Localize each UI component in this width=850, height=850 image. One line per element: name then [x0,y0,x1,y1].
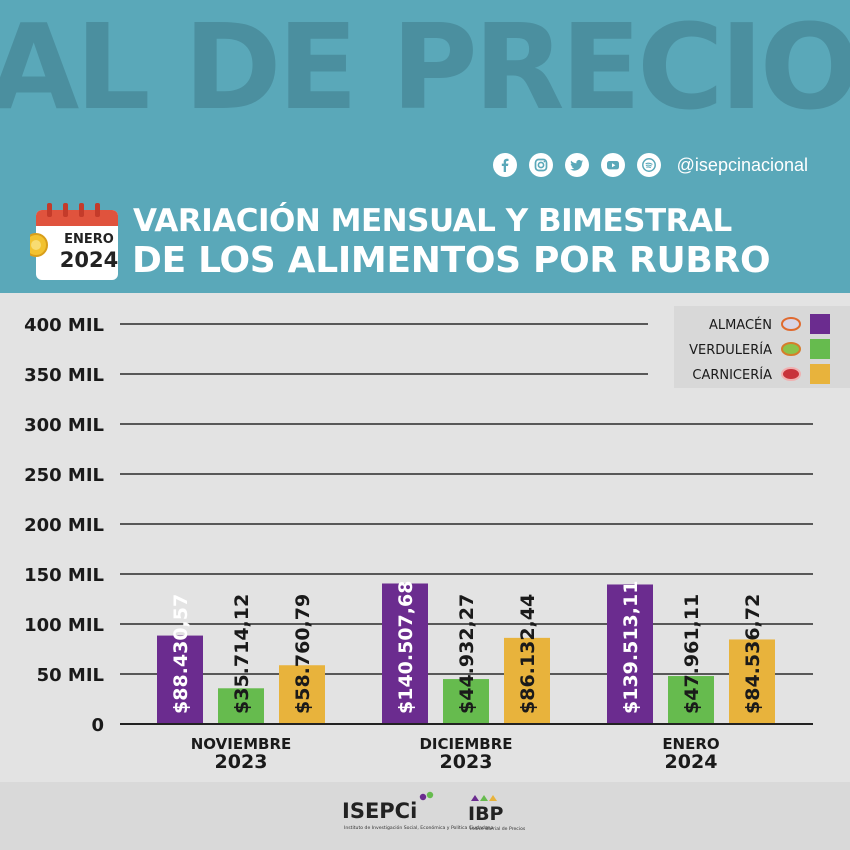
legend-swatch [810,314,830,334]
y-tick-label: 0 [91,715,104,736]
calendar-icon [30,203,118,280]
bar [607,584,653,724]
x-category-month: ENERO [662,735,719,753]
bar-value-labels: $88.430,57 $35.714,12 $58.760,79 $140.507,6… [170,581,764,714]
footer-logos: ISEPCi Instituto de Investigación Social… [342,791,526,832]
y-tick-label: 150 MIL [24,565,104,586]
legend-label: ALMACÉN [709,317,772,333]
footer: ISEPCi Instituto de Investigación Social… [0,782,850,850]
twitter-icon[interactable] [564,153,589,177]
x-category-month: DICIEMBRE [419,735,512,753]
bar [443,679,489,724]
bar [668,676,714,724]
y-tick-label: 350 MIL [24,365,104,386]
legend-swatch [810,339,830,359]
bar-value-label: $139.513,11 [620,581,642,714]
x-category-year: 2024 [665,751,718,773]
y-tick-label: 50 MIL [37,665,104,686]
bar-value-label: $47.961,11 [681,594,703,714]
title-line-2: DE LOS ALIMENTOS POR RUBRO [132,240,771,281]
x-category-year: 2023 [215,751,268,773]
legend: ALMACÉN VERDULERÍA CARNICERÍA [674,306,850,388]
instagram-icon[interactable] [528,153,553,177]
facebook-icon[interactable] [492,153,517,177]
bar-value-label: $86.132,44 [517,594,539,714]
isepci-logo-text: ISEPCi [342,799,417,823]
bar-value-label: $88.430,57 [170,594,192,714]
isepci-caption: Instituto de Investigación Social, Econó… [344,824,494,831]
spotify-icon[interactable] [636,153,661,177]
bar [279,665,325,724]
calendar-year: 2024 [59,248,119,272]
bar-value-label: $58.760,79 [292,594,314,714]
bar-value-label: $44.932,27 [456,594,478,714]
legend-category-icon [781,367,801,381]
social-handle[interactable]: @isepcinacional [676,154,808,175]
y-tick-label: 100 MIL [24,615,104,636]
youtube-icon[interactable] [600,153,625,177]
y-tick-label: 250 MIL [24,465,104,486]
bar [157,635,203,724]
ibp-triangle-icon [489,795,497,801]
logo-dot-icon [419,793,427,801]
legend-label: CARNICERÍA [692,367,772,383]
ibp-triangle-icon [471,795,479,801]
legend-label: VERDULERÍA [689,342,772,358]
bars [157,583,775,724]
ibp-caption: Índice Barrial de Precios [470,825,526,832]
logo-dot-icon [426,791,434,799]
bar [729,639,775,724]
bar-value-label: $35.714,12 [231,594,253,714]
x-category-year: 2023 [440,751,493,773]
background-title: AL DE PRECIOS [0,0,850,136]
bar-value-label: $84.536,72 [742,594,764,714]
legend-category-icon [781,342,801,356]
legend-category-icon [781,317,801,331]
calendar-month: ENERO [64,232,114,247]
bar [218,688,264,724]
title-line-1: VARIACIÓN MENSUAL Y BIMESTRAL [133,203,732,239]
y-axis-ticks: 0 50 MIL 100 MIL 150 MIL 200 MIL 250 MIL 300 M… [24,315,104,736]
y-tick-label: 400 MIL [24,315,104,336]
x-category-month: NOVIEMBRE [191,735,292,753]
bar [504,637,550,724]
bar-chart: 0 50 MIL 100 MIL 150 MIL 200 MIL 250 MIL 300 M… [24,306,850,773]
y-tick-label: 200 MIL [24,515,104,536]
bar [382,583,428,724]
gridlines [120,323,813,675]
header: AL DE PRECIOS @isepcinacional [0,0,850,293]
ibp-logo-text: IBP [468,803,504,825]
bar-value-label: $140.507,68 [395,581,417,714]
ibp-triangle-icon [480,795,488,801]
social-bar: @isepcinacional [492,153,808,177]
y-tick-label: 300 MIL [24,415,104,436]
legend-swatch [810,364,830,384]
